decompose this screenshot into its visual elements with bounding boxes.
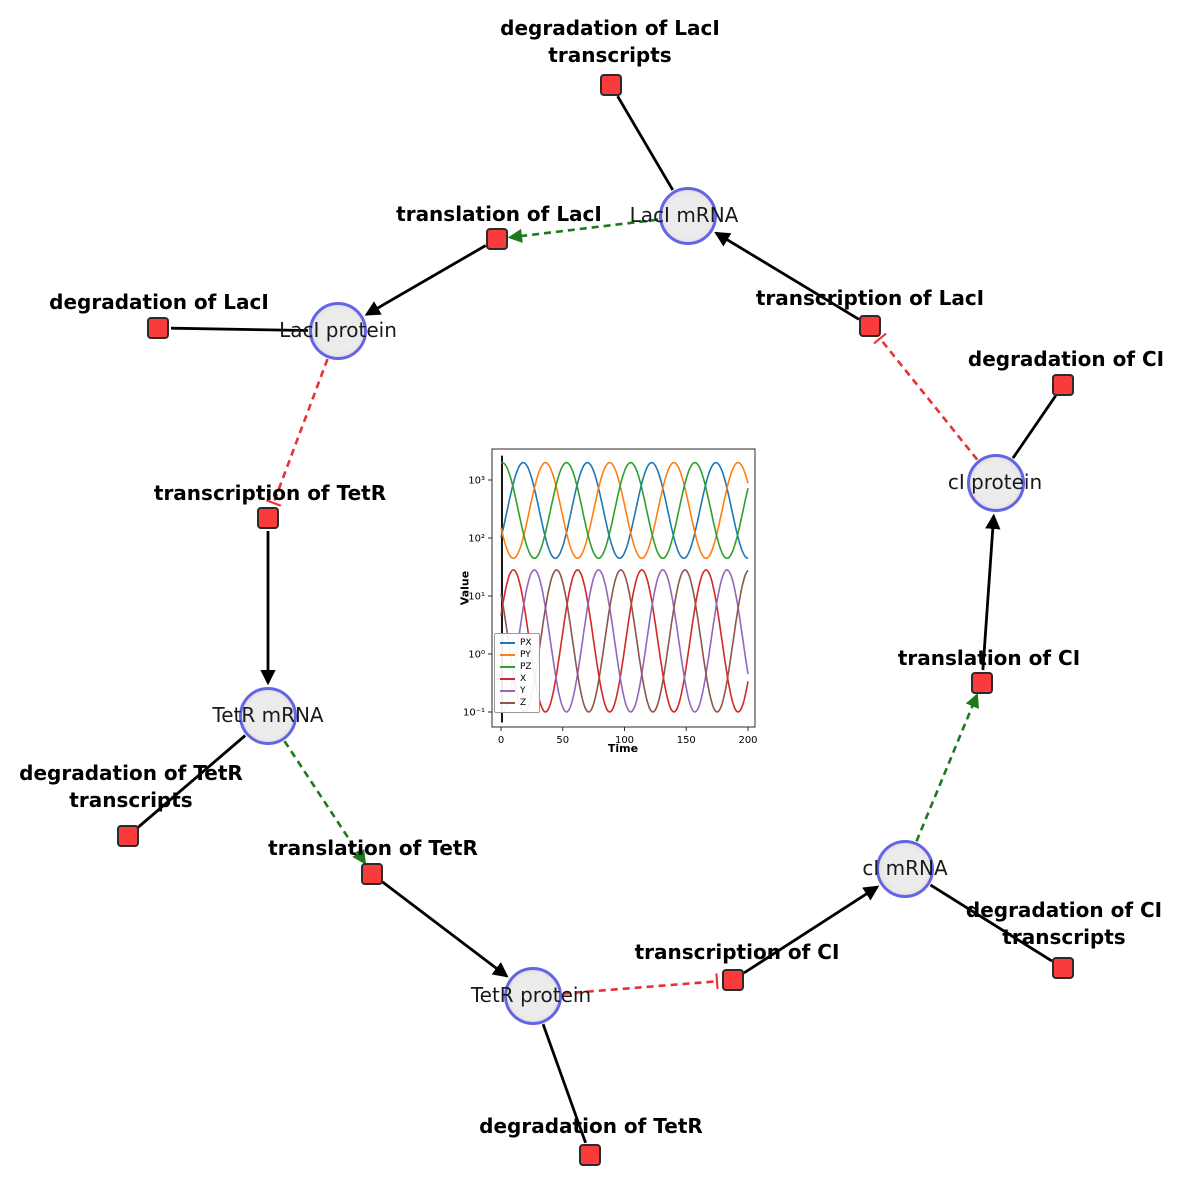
reaction-node-degradation-tetr-transcripts[interactable]: [117, 825, 139, 847]
svg-text:50: 50: [556, 735, 569, 746]
svg-text:0: 0: [498, 735, 504, 746]
legend-line-x-icon: [500, 678, 515, 680]
reaction-label-transcription-ci: transcription of CI: [634, 940, 840, 964]
legend-line-pz-icon: [500, 666, 515, 668]
svg-text:10⁻¹: 10⁻¹: [463, 708, 485, 719]
species-label-laci-protein: LacI protein: [279, 318, 397, 342]
species-label-tetr-protein: TetR protein: [470, 983, 592, 1007]
reaction-node-translation-ci[interactable]: [971, 672, 993, 694]
legend-entry: Y: [500, 685, 532, 697]
edge-ci-mrna-modifies-translation: [915, 693, 979, 842]
reaction-label-transcription-tetr: transcription of TetR: [153, 481, 387, 505]
legend-line-py-icon: [500, 654, 515, 656]
reaction-node-degradation-laci-transcripts[interactable]: [600, 74, 622, 96]
x-axis-label: Time: [607, 742, 639, 755]
reaction-node-transcription-laci[interactable]: [859, 315, 881, 337]
reaction-node-translation-laci[interactable]: [486, 228, 508, 250]
simulation-inset-chart: 10⁻¹ 10⁰ 10¹ 10² 10³ 0 50 100 150 200 Value Time …: [455, 441, 775, 759]
legend-entry: PZ: [500, 661, 532, 673]
reaction-label-degradation-laci-transcripts: degradation of LacI transcripts: [500, 16, 720, 67]
legend-line-z-icon: [500, 702, 515, 704]
chart-legend: PX PY PZ X Y Z: [494, 633, 540, 713]
reaction-node-translation-tetr[interactable]: [361, 863, 383, 885]
reaction-label-degradation-ci-transcripts: degradation of CI transcripts: [965, 898, 1163, 949]
edge-translation-laci-to-laci-protein: [364, 244, 487, 316]
svg-text:10³: 10³: [468, 476, 485, 487]
legend-entry: Z: [500, 697, 532, 709]
reaction-node-transcription-tetr[interactable]: [257, 507, 279, 529]
y-axis-label: Value: [458, 570, 472, 606]
reaction-label-translation-tetr: translation of TetR: [268, 836, 478, 860]
species-node-laci-protein[interactable]: [309, 302, 367, 360]
svg-text:200: 200: [738, 735, 757, 746]
reaction-label-degradation-laci: degradation of LacI: [49, 290, 269, 314]
reaction-node-degradation-tetr[interactable]: [579, 1144, 601, 1166]
species-node-ci-protein[interactable]: [967, 454, 1025, 512]
svg-text:10²: 10²: [468, 534, 485, 545]
legend-entry: PX: [500, 637, 532, 649]
reaction-label-transcription-laci: transcription of LacI: [755, 286, 985, 310]
reaction-label-translation-ci: translation of CI: [897, 646, 1081, 670]
reaction-node-degradation-laci[interactable]: [147, 317, 169, 339]
reaction-label-degradation-ci: degradation of CI: [967, 347, 1165, 371]
reaction-node-transcription-ci[interactable]: [722, 969, 744, 991]
species-label-ci-protein: cI protein: [947, 470, 1043, 494]
legend-entry: PY: [500, 649, 532, 661]
reaction-node-degradation-ci-transcripts[interactable]: [1052, 957, 1074, 979]
legend-line-y-icon: [500, 690, 515, 692]
legend-line-px-icon: [500, 642, 515, 644]
svg-text:150: 150: [677, 735, 696, 746]
edge-ci-protein-inhibits-transcription-laci: [873, 332, 979, 461]
edge-laci-mrna-to-degradation-transcripts: [616, 95, 675, 191]
edge-translation-tetr-to-tetr-protein: [381, 880, 509, 978]
species-node-tetr-mrna[interactable]: [239, 687, 297, 745]
legend-entry: X: [500, 673, 532, 685]
reaction-label-translation-laci: translation of LacI: [396, 202, 602, 226]
svg-text:100: 100: [615, 735, 634, 746]
species-label-ci-mrna: cI mRNA: [862, 856, 948, 880]
svg-text:10⁰: 10⁰: [468, 650, 485, 661]
reaction-label-degradation-tetr-transcripts: degradation of TetR transcripts: [19, 761, 243, 812]
svg-text:10¹: 10¹: [468, 592, 485, 603]
reaction-label-degradation-tetr: degradation of TetR: [479, 1114, 703, 1138]
species-node-laci-mrna[interactable]: [659, 187, 717, 245]
species-node-tetr-protein[interactable]: [504, 967, 562, 1025]
reaction-node-degradation-ci[interactable]: [1052, 374, 1074, 396]
species-node-ci-mrna[interactable]: [876, 840, 934, 898]
edge-ci-protein-to-degradation: [1011, 394, 1057, 459]
species-label-laci-mrna: LacI mRNA: [629, 203, 739, 227]
species-label-tetr-mrna: TetR mRNA: [212, 703, 324, 727]
